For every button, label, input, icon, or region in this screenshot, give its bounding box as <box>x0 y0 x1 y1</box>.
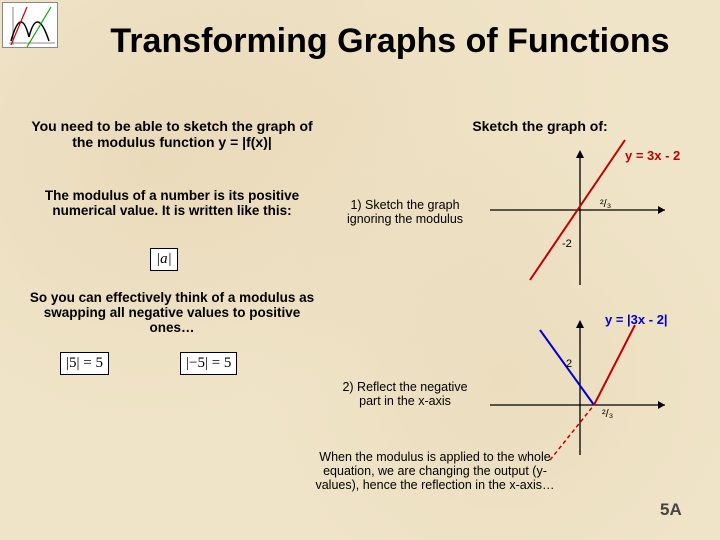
modulus-definition: The modulus of a number is its positive … <box>22 188 322 218</box>
example-negative: |−5| = 5 <box>180 352 270 376</box>
sketch-header: Sketch the graph of: <box>440 118 640 134</box>
graph-2: ²/₃ 2 <box>490 320 670 460</box>
slide-number: 5A <box>660 500 682 520</box>
example-positive: |5| = 5 <box>60 352 140 376</box>
objective-text: You need to be able to sketch the graph … <box>22 118 322 150</box>
graph-1: ²/₃ -2 <box>490 150 670 290</box>
modulus-notation-image: |a| <box>150 248 190 276</box>
y-intercept-label: -2 <box>562 238 572 250</box>
x-intercept-label-2: ²/₃ <box>602 408 613 420</box>
modulus-symbol: |a| <box>150 248 178 271</box>
slide-thumbnail <box>2 2 58 48</box>
step-2-text: 2) Reflect the negative part in the x-ax… <box>340 380 470 408</box>
page-title: Transforming Graphs of Functions <box>70 22 710 61</box>
x-intercept-label: ²/₃ <box>600 198 611 210</box>
modulus-explanation: So you can effectively think of a modulu… <box>22 290 322 335</box>
y-intercept-label-2: 2 <box>566 358 572 370</box>
step-1-text: 1) Sketch the graph ignoring the modulus <box>340 198 470 226</box>
